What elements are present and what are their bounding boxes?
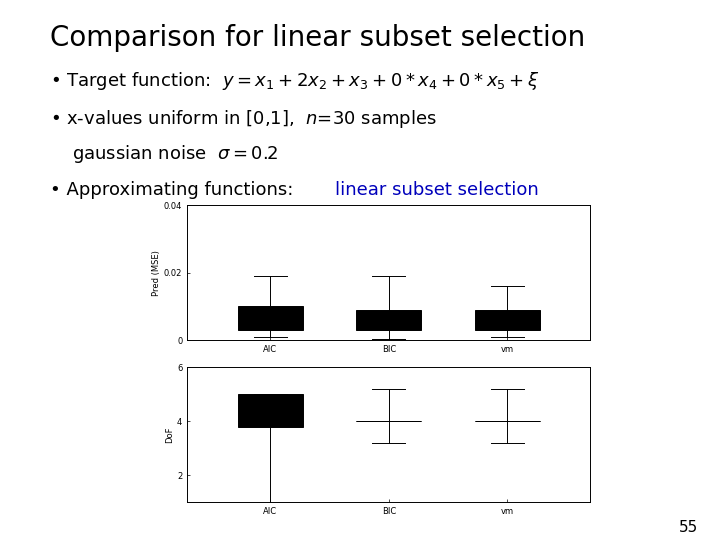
PathPatch shape: [474, 310, 540, 330]
Text: gaussian noise  $\sigma = 0.2$: gaussian noise $\sigma = 0.2$: [72, 143, 279, 165]
Text: linear subset selection: linear subset selection: [335, 181, 539, 199]
Text: Comparison for linear subset selection: Comparison for linear subset selection: [50, 24, 585, 52]
PathPatch shape: [238, 306, 303, 330]
Text: 55: 55: [679, 519, 698, 535]
Y-axis label: Pred (MSE): Pred (MSE): [152, 250, 161, 295]
Text: • Target function:  $y = x_1 + 2x_2 + x_3 + 0*x_4 + 0*x_5 + \xi$: • Target function: $y = x_1 + 2x_2 + x_3…: [50, 70, 540, 92]
PathPatch shape: [238, 394, 303, 427]
Y-axis label: DoF: DoF: [165, 427, 174, 443]
Text: • Approximating functions:: • Approximating functions:: [50, 181, 305, 199]
Text: • x-values uniform in [0,1],  $n$=30 samples: • x-values uniform in [0,1], $n$=30 samp…: [50, 108, 437, 130]
PathPatch shape: [356, 310, 421, 330]
